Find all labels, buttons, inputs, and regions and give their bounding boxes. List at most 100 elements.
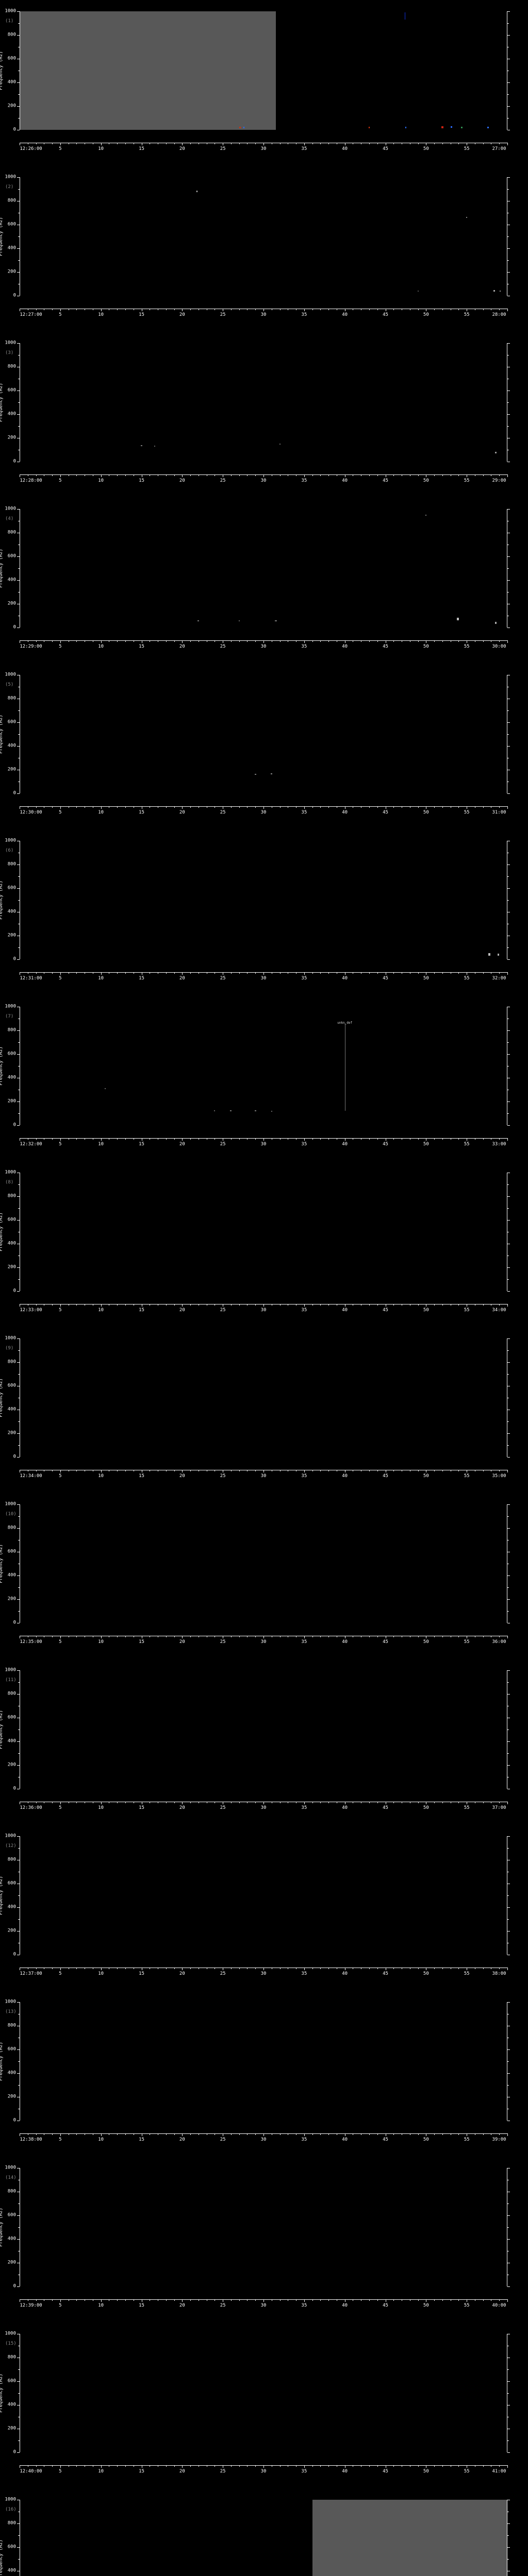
y-tick-right (507, 509, 510, 510)
x-tick-label: 30 (260, 312, 267, 317)
spectrogram-plot-area[interactable] (20, 1173, 507, 1291)
x-tick-label: 45 (383, 810, 388, 815)
spectrogram-plot-area[interactable] (20, 177, 507, 296)
x-tick-minor (328, 474, 329, 476)
spectrogram-plot-area[interactable] (20, 2002, 507, 2121)
y-tick-label: 0 (13, 293, 16, 298)
y-tick-label: 200 (7, 1430, 16, 1436)
x-tick-minor (393, 1470, 394, 1471)
x-tick-label: 20 (179, 146, 185, 151)
x-tick-label-start: 12:31:00 (20, 976, 42, 981)
spectrogram-plot-area[interactable] (20, 841, 507, 959)
detection-mark (271, 1110, 272, 1112)
x-tick-minor (483, 474, 484, 476)
spectrogram-plot-area[interactable] (20, 11, 507, 130)
x-tick-minor (52, 1968, 53, 1969)
x-tick-label: 35 (301, 1142, 307, 1147)
x-tick (60, 806, 61, 809)
spectrogram-plot-area[interactable] (20, 1836, 507, 1955)
y-tick-right (507, 1433, 510, 1434)
x-tick (507, 806, 508, 809)
x-tick-minor (36, 143, 37, 144)
x-tick-label: 50 (423, 976, 429, 981)
spectrogram-plot-area[interactable]: unkn_def (20, 1007, 507, 1125)
x-tick-minor (328, 2133, 329, 2135)
y-tick-label: 1000 (5, 340, 16, 346)
spectrogram-plot-area[interactable] (20, 675, 507, 793)
x-tick-label-end: 32:00 (492, 976, 506, 981)
x-tick (182, 143, 183, 145)
x-tick-minor (442, 806, 443, 808)
x-tick (263, 640, 264, 643)
x-tick-minor (458, 1636, 459, 1637)
x-tick-minor (230, 972, 232, 974)
x-tick-minor (499, 2465, 500, 2467)
y-tick-minor-right (507, 1208, 509, 1209)
y-tick-label: 200 (7, 1264, 16, 1270)
x-tick-minor (458, 806, 459, 808)
spectrogram-plot-area[interactable] (20, 1670, 507, 1789)
x-tick-minor (214, 1636, 216, 1637)
x-tick-minor (190, 1304, 191, 1306)
x-tick-label: 50 (423, 1639, 429, 1645)
x-tick-label: 20 (179, 1473, 185, 1479)
x-tick-minor (166, 309, 167, 310)
x-tick-label: 10 (98, 1473, 104, 1479)
x-tick-minor (117, 143, 118, 144)
spectrogram-panel: (10) Frequency (Hz) 0 200 400 600 800 1000 12:35… (0, 1493, 528, 1659)
y-tick-right (507, 1836, 510, 1837)
spectrogram-plot-area[interactable] (20, 509, 507, 628)
detection-mark (441, 126, 443, 128)
x-tick (263, 474, 264, 477)
x-tick-minor (328, 806, 329, 808)
y-tick-minor-right (507, 260, 509, 261)
x-tick-label: 15 (139, 644, 144, 649)
y-tick-minor-right (507, 1350, 509, 1351)
x-tick-minor (418, 1304, 419, 1306)
x-tick-label-start: 12:28:00 (20, 478, 42, 483)
x-tick-label-end: 30:00 (492, 644, 506, 649)
x-tick-minor (125, 1968, 126, 1969)
x-tick-minor (499, 972, 500, 974)
y-tick-right (507, 177, 510, 178)
x-tick-label: 30 (260, 1639, 267, 1645)
x-tick-minor (442, 972, 443, 974)
spectrogram-plot-area[interactable] (20, 2334, 507, 2452)
x-axis-line: 12:29:00 5 10 15 20 25 30 35 40 45 50 55 30:00 (20, 640, 508, 649)
detection-mark (243, 127, 245, 129)
spectrogram-panel: (3) Frequency (Hz) 0 200 400 600 800 1000 12:28:… (0, 332, 528, 498)
x-tick-label: 20 (179, 810, 185, 815)
spectrogram-plot-area[interactable] (20, 1338, 507, 1457)
spectrogram-plot-area[interactable] (20, 343, 507, 462)
y-tick-right (507, 2547, 510, 2548)
x-tick-minor (117, 806, 118, 808)
x-tick-minor (214, 309, 216, 310)
x-tick-minor (458, 1138, 459, 1140)
x-tick-label: 5 (59, 146, 62, 151)
x-axis-line: 12:32:00 5 10 15 20 25 30 35 40 45 50 55 33:00 (20, 1138, 508, 1147)
x-tick-minor (442, 2465, 443, 2467)
spectrogram-plot-area[interactable] (20, 2500, 507, 2576)
y-tick-right (507, 1599, 510, 1600)
y-axis-label: Frequency (Hz) (0, 1876, 4, 1915)
spectrogram-plot-area[interactable] (20, 2168, 507, 2286)
x-tick-minor (418, 640, 419, 642)
y-tick-label: 600 (7, 2212, 16, 2218)
x-tick-minor (369, 143, 370, 144)
x-tick-minor (36, 1636, 37, 1637)
x-tick-minor (214, 2465, 216, 2467)
x-tick-minor (320, 1470, 321, 1471)
x-tick-minor (255, 640, 256, 642)
y-tick-minor-right (507, 2061, 509, 2062)
x-tick-minor (320, 972, 321, 974)
y-tick-minor-right (507, 1587, 509, 1588)
panel-index-label: (15) (5, 2341, 16, 2346)
x-tick-label: 25 (220, 2469, 226, 2474)
spectrogram-plot-area[interactable] (20, 1504, 507, 1623)
detection-mark (271, 773, 273, 775)
y-tick-right (507, 1220, 510, 1221)
y-tick-right (507, 1670, 510, 1671)
x-tick-minor (230, 1138, 232, 1140)
x-tick-label: 55 (464, 2137, 470, 2142)
x-tick-label-end: 34:00 (492, 1308, 506, 1313)
